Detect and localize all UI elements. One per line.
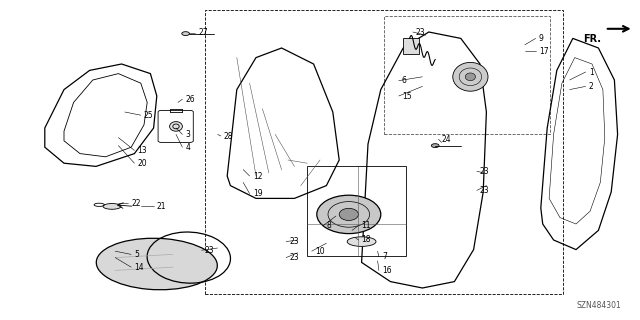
Text: 23: 23 <box>480 167 490 176</box>
Text: 10: 10 <box>315 247 324 256</box>
Text: 4: 4 <box>186 143 191 152</box>
Text: 26: 26 <box>186 95 195 104</box>
Text: 17: 17 <box>539 47 548 56</box>
Text: 6: 6 <box>402 76 407 85</box>
Ellipse shape <box>453 62 488 91</box>
Text: 7: 7 <box>382 252 387 261</box>
Text: 23: 23 <box>205 246 214 255</box>
Bar <box>307 166 406 256</box>
Text: 1: 1 <box>589 68 593 76</box>
Ellipse shape <box>347 237 376 246</box>
Text: 28: 28 <box>224 132 234 140</box>
Text: 5: 5 <box>134 250 140 259</box>
Text: 19: 19 <box>253 189 262 198</box>
Bar <box>205 10 563 294</box>
Ellipse shape <box>182 32 189 36</box>
Text: 16: 16 <box>382 266 392 275</box>
Ellipse shape <box>96 238 218 290</box>
Text: 12: 12 <box>253 172 262 180</box>
Text: 15: 15 <box>402 92 412 100</box>
Text: 13: 13 <box>138 146 147 155</box>
Bar <box>384 16 550 134</box>
Text: 18: 18 <box>362 236 371 244</box>
Text: 23: 23 <box>289 237 299 246</box>
Text: 21: 21 <box>157 202 166 211</box>
Text: SZN484301: SZN484301 <box>576 301 621 310</box>
Text: 25: 25 <box>144 111 154 120</box>
Ellipse shape <box>431 144 439 148</box>
Text: 22: 22 <box>131 199 141 208</box>
Ellipse shape <box>317 195 381 234</box>
Text: 14: 14 <box>134 263 144 272</box>
Text: 23: 23 <box>289 253 299 262</box>
Text: 11: 11 <box>362 221 371 230</box>
Ellipse shape <box>465 73 476 81</box>
Text: FR.: FR. <box>584 34 602 44</box>
Text: 24: 24 <box>442 135 451 144</box>
Text: 20: 20 <box>138 159 147 168</box>
Ellipse shape <box>339 208 358 220</box>
Ellipse shape <box>170 122 182 131</box>
Text: 9: 9 <box>539 34 544 43</box>
Text: 23: 23 <box>480 186 490 195</box>
Text: 27: 27 <box>198 28 208 37</box>
Bar <box>403 38 419 54</box>
Text: 3: 3 <box>186 130 191 139</box>
Text: 2: 2 <box>589 82 593 91</box>
Text: 23: 23 <box>416 28 426 36</box>
Ellipse shape <box>103 204 121 209</box>
Text: 8: 8 <box>326 221 331 230</box>
